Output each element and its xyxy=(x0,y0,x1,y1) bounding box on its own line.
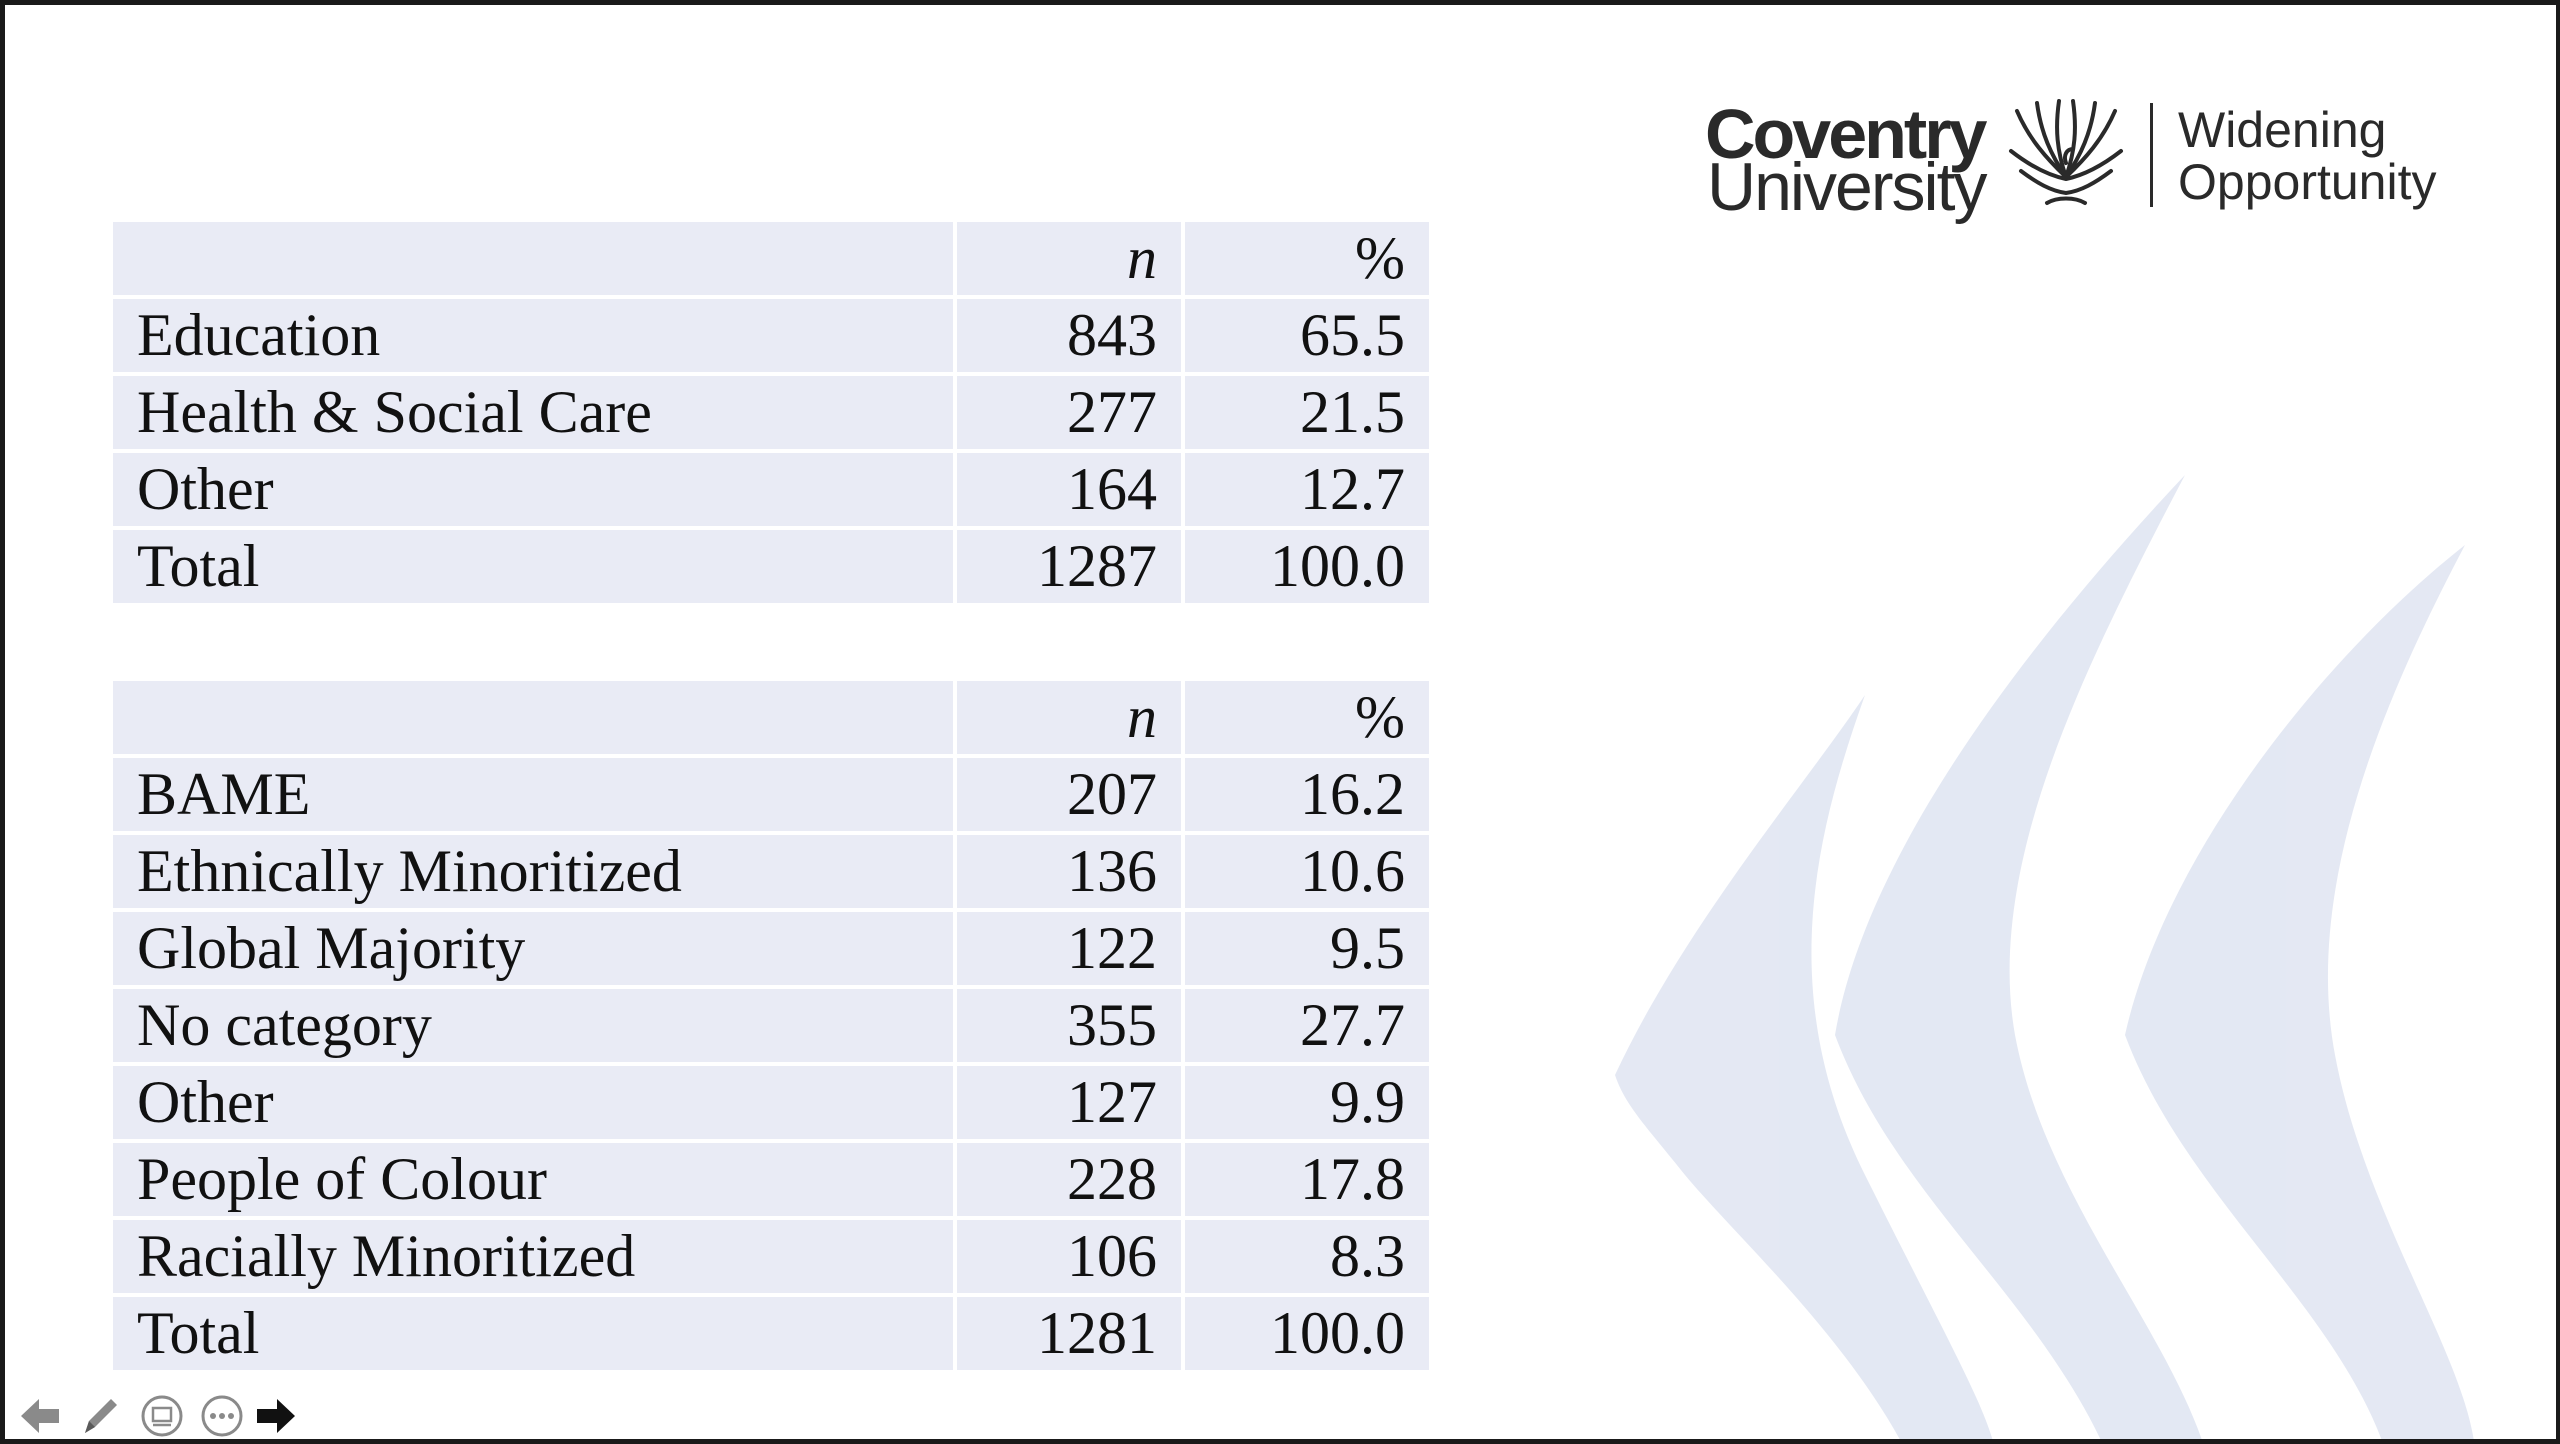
row-percent: 100.0 xyxy=(1185,1297,1429,1370)
subject-area-table: n % Education 843 65.5 Health & Social C… xyxy=(109,218,1433,607)
row-n: 136 xyxy=(957,835,1181,908)
header-percent-cell: % xyxy=(1185,681,1429,754)
row-percent: 9.9 xyxy=(1185,1066,1429,1139)
arrow-left-icon xyxy=(21,1399,59,1433)
row-label: Health & Social Care xyxy=(113,376,953,449)
table-row: Racially Minoritized 106 8.3 xyxy=(113,1220,1429,1293)
row-percent: 65.5 xyxy=(1185,299,1429,372)
row-label: BAME xyxy=(113,758,953,831)
row-percent: 17.8 xyxy=(1185,1143,1429,1216)
row-n: 1281 xyxy=(957,1297,1181,1370)
table-row: BAME 207 16.2 xyxy=(113,758,1429,831)
row-percent: 12.7 xyxy=(1185,453,1429,526)
row-percent: 8.3 xyxy=(1185,1220,1429,1293)
header-label-cell xyxy=(113,222,953,295)
phoenix-icon xyxy=(2009,99,2123,205)
row-n: 164 xyxy=(957,453,1181,526)
logo-divider xyxy=(2150,103,2153,207)
ethnicity-term-table: n % BAME 207 16.2 Ethnically Minoritized… xyxy=(109,677,1433,1374)
slides-icon xyxy=(141,1395,183,1437)
row-label: Other xyxy=(113,1066,953,1139)
arrow-right-icon xyxy=(257,1399,295,1433)
table-total-row: Total 1287 100.0 xyxy=(113,530,1429,603)
row-n: 127 xyxy=(957,1066,1181,1139)
row-percent: 10.6 xyxy=(1185,835,1429,908)
row-label: No category xyxy=(113,989,953,1062)
header-n-cell: n xyxy=(957,681,1181,754)
row-n: 228 xyxy=(957,1143,1181,1216)
more-options-button[interactable] xyxy=(199,1393,245,1439)
next-slide-button[interactable] xyxy=(253,1393,299,1439)
row-label: Racially Minoritized xyxy=(113,1220,953,1293)
table-row: No category 355 27.7 xyxy=(113,989,1429,1062)
row-percent: 16.2 xyxy=(1185,758,1429,831)
row-n: 122 xyxy=(957,912,1181,985)
table-row: Ethnically Minoritized 136 10.6 xyxy=(113,835,1429,908)
row-label: Other xyxy=(113,453,953,526)
logo-university-text: University xyxy=(1707,149,1987,225)
logo-coventry-text: Coventry xyxy=(1705,95,1987,173)
table-row: People of Colour 228 17.8 xyxy=(113,1143,1429,1216)
row-percent: 27.7 xyxy=(1185,989,1429,1062)
table-total-row: Total 1281 100.0 xyxy=(113,1297,1429,1370)
row-n: 355 xyxy=(957,989,1181,1062)
row-n: 843 xyxy=(957,299,1181,372)
previous-slide-button[interactable] xyxy=(17,1393,63,1439)
pen-tool-button[interactable] xyxy=(77,1393,123,1439)
university-logo: Coventry University Widening Opportunity xyxy=(1705,93,2465,223)
table-row: Health & Social Care 277 21.5 xyxy=(113,376,1429,449)
logo-tagline-widening: Widening xyxy=(2178,102,2387,158)
row-n: 207 xyxy=(957,758,1181,831)
ellipsis-icon xyxy=(201,1395,243,1437)
table-row: Other 164 12.7 xyxy=(113,453,1429,526)
slide-view-button[interactable] xyxy=(139,1393,185,1439)
table-row: Education 843 65.5 xyxy=(113,299,1429,372)
table-header-row: n % xyxy=(113,681,1429,754)
table-row: Global Majority 122 9.5 xyxy=(113,912,1429,985)
flame-watermark-icon xyxy=(1615,475,2474,1439)
row-label: Ethnically Minoritized xyxy=(113,835,953,908)
row-percent: 21.5 xyxy=(1185,376,1429,449)
row-label: People of Colour xyxy=(113,1143,953,1216)
row-label: Education xyxy=(113,299,953,372)
header-percent-cell: % xyxy=(1185,222,1429,295)
row-label: Total xyxy=(113,1297,953,1370)
row-percent: 9.5 xyxy=(1185,912,1429,985)
row-n: 1287 xyxy=(957,530,1181,603)
row-n: 106 xyxy=(957,1220,1181,1293)
row-n: 277 xyxy=(957,376,1181,449)
logo-tagline-opportunity: Opportunity xyxy=(2178,154,2437,210)
pen-icon xyxy=(85,1399,117,1433)
row-label: Total xyxy=(113,530,953,603)
header-n-cell: n xyxy=(957,222,1181,295)
table-header-row: n % xyxy=(113,222,1429,295)
table-row: Other 127 9.9 xyxy=(113,1066,1429,1139)
slideshow-toolbar xyxy=(15,1387,315,1439)
row-label: Global Majority xyxy=(113,912,953,985)
row-percent: 100.0 xyxy=(1185,530,1429,603)
header-label-cell xyxy=(113,681,953,754)
